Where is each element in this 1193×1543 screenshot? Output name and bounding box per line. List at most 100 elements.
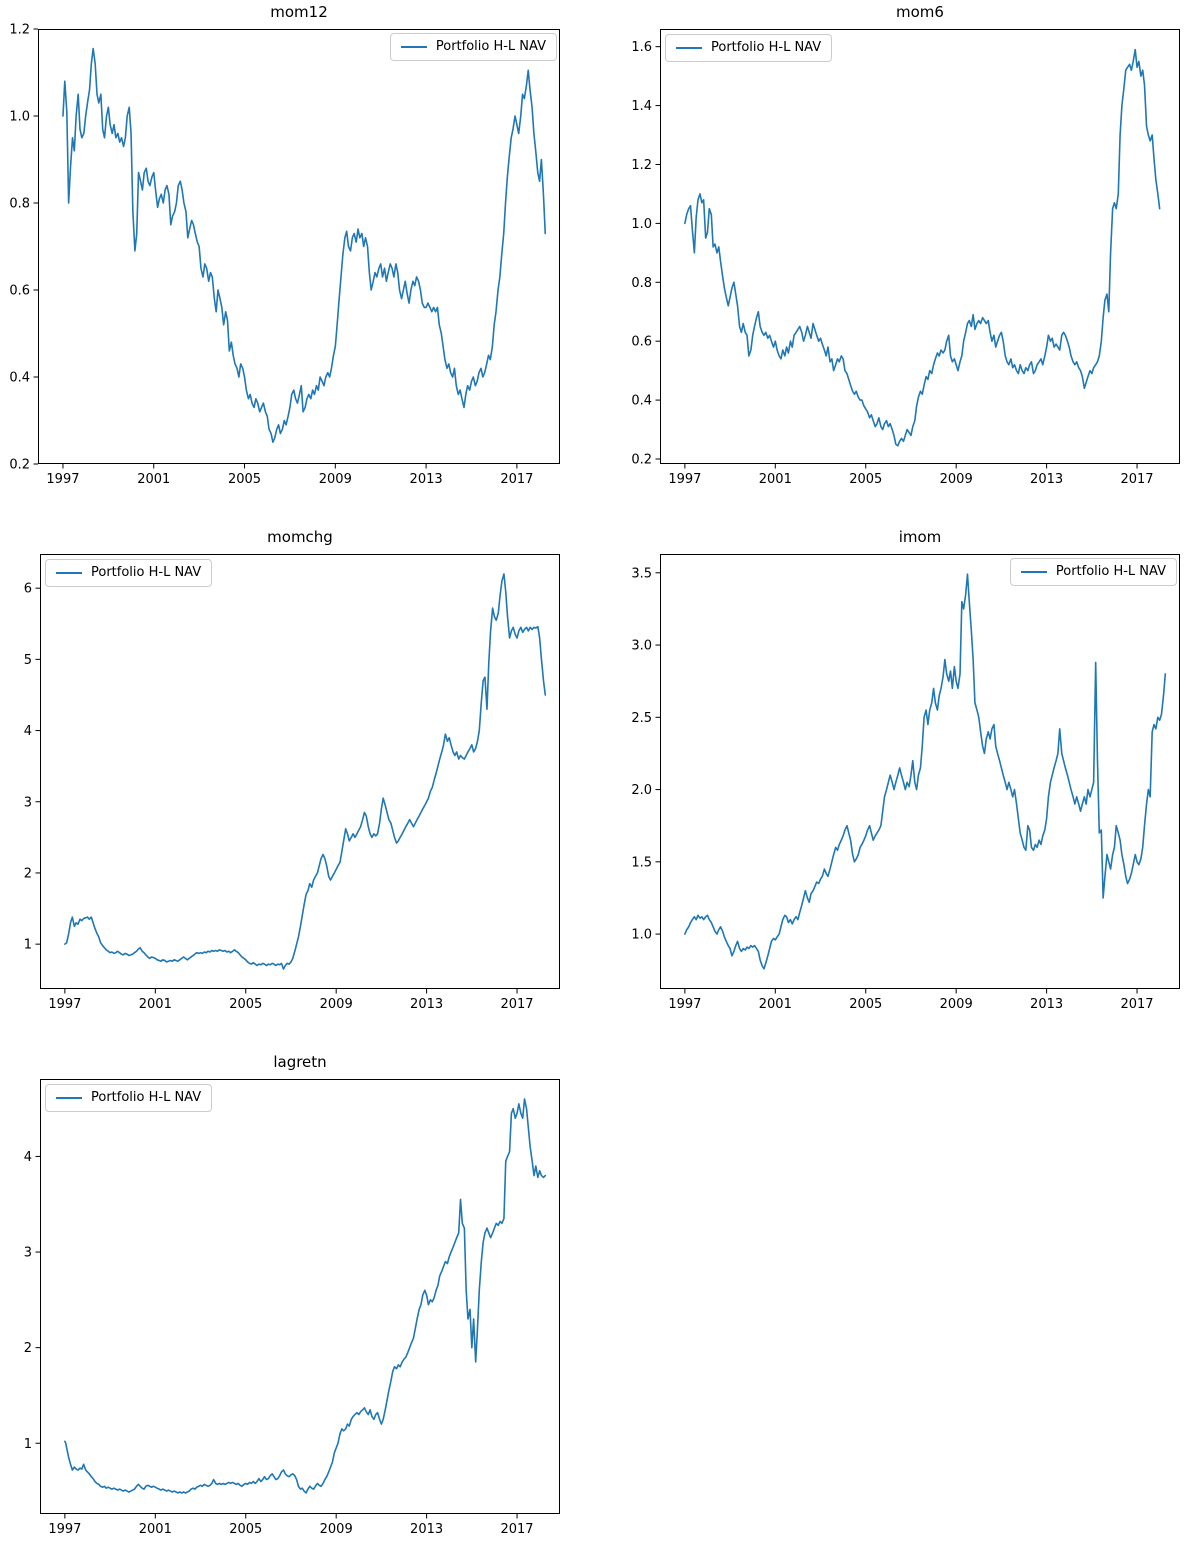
y-tick-label: 0.4 <box>9 371 30 386</box>
x-tick-label: 2013 <box>410 1522 443 1537</box>
legend-line-swatch <box>400 46 427 48</box>
x-tick-label: 2013 <box>1030 472 1063 487</box>
x-tick-label: 2005 <box>849 472 882 487</box>
axes-spines <box>40 1079 560 1514</box>
x-tick-label: 2009 <box>940 997 973 1012</box>
axes-spines <box>40 554 560 989</box>
nav-line <box>684 573 1167 970</box>
y-tick-label: 3 <box>24 795 32 810</box>
y-tick-label: 1.0 <box>9 110 30 125</box>
plot-area: 1997 2001 2005 2009 2013 2017 1.0 1.5 2.0 2.5 3.0 3… <box>631 554 1180 1012</box>
plot-area: 1997 2001 2005 2009 2013 2017 0.2 0.4 0.6 0.8 1.0 1… <box>9 23 560 487</box>
legend-line-swatch <box>56 1097 82 1099</box>
x-tick-label: 2017 <box>1120 472 1153 487</box>
nav-line <box>684 48 1161 447</box>
y-tick-label: 0.2 <box>631 452 652 467</box>
y-tick-label: 1.5 <box>631 855 652 870</box>
y-tick-label: 3 <box>24 1246 32 1261</box>
x-tick-label: 2001 <box>139 1522 172 1537</box>
y-tick-label: 0.6 <box>631 335 652 350</box>
x-tick-label: 2013 <box>410 997 443 1012</box>
legend-label: Portfolio H-L NAV <box>91 565 202 580</box>
y-tick-label: 1.2 <box>9 23 30 38</box>
x-tick-label: 2013 <box>1030 997 1063 1012</box>
x-tick-label: 2005 <box>229 997 262 1012</box>
chart-imom: imom 1997 2001 2005 2009 2013 2017 1.0 1.5 2.0 2.… <box>631 528 1180 1012</box>
y-tick-label: 1.0 <box>631 928 652 943</box>
y-tick-label: 6 <box>24 582 32 597</box>
legend: Portfolio H-L NAV <box>45 1084 213 1112</box>
chart-title: momchg <box>267 528 333 546</box>
x-tick-label: 2017 <box>500 472 533 487</box>
y-tick-label: 0.8 <box>9 197 30 212</box>
x-tick-label: 2009 <box>320 1522 353 1537</box>
y-tick-label: 5 <box>24 653 32 668</box>
plot-area: 1997 2001 2005 2009 2013 2017 1 2 3 4 <box>24 1079 560 1537</box>
y-tick-label: 1.2 <box>631 158 652 173</box>
legend: Portfolio H-L NAV <box>389 33 557 61</box>
x-tick-label: 1997 <box>48 997 81 1012</box>
x-tick-label: 2009 <box>320 997 353 1012</box>
legend-label: Portfolio H-L NAV <box>711 40 822 55</box>
x-tick-label: 2009 <box>319 472 352 487</box>
y-tick-label: 2.0 <box>631 783 652 798</box>
y-tick-label: 4 <box>24 1150 32 1165</box>
y-tick-label: 1 <box>24 938 32 953</box>
x-tick-label: 1997 <box>668 472 701 487</box>
legend: Portfolio H-L NAV <box>45 559 213 587</box>
y-tick-label: 4 <box>24 724 32 739</box>
nav-line <box>64 573 547 970</box>
y-tick-label: 1.6 <box>631 40 652 55</box>
nav-line <box>64 1098 547 1494</box>
y-tick-label: 1.4 <box>631 99 652 114</box>
x-tick-label: 2005 <box>849 997 882 1012</box>
y-tick-label: 2.5 <box>631 711 652 726</box>
x-tick-label: 1997 <box>46 472 79 487</box>
y-tick-label: 0.8 <box>631 276 652 291</box>
y-tick-label: 0.2 <box>9 458 30 473</box>
x-tick-label: 1997 <box>668 997 701 1012</box>
plot-area: 1997 2001 2005 2009 2013 2017 1 2 3 4 5 6 <box>24 554 560 1012</box>
x-tick-label: 1997 <box>48 1522 81 1537</box>
y-tick-label: 3.0 <box>631 639 652 654</box>
y-tick-label: 3.5 <box>631 566 652 581</box>
y-tick-label: 0.6 <box>9 284 30 299</box>
x-tick-label: 2001 <box>139 997 172 1012</box>
chart-mom12: mom12 1997 2001 2005 2009 2013 2017 0.2 0.4 0.6 0… <box>9 3 560 487</box>
axes-spines <box>660 554 1180 989</box>
plot-area: 1997 2001 2005 2009 2013 2017 0.2 0.4 0.6 0.8 1.0 1… <box>631 29 1180 487</box>
x-tick-label: 2001 <box>759 997 792 1012</box>
legend-line-swatch <box>676 47 702 49</box>
chart-title: imom <box>898 528 942 546</box>
x-tick-label: 2001 <box>759 472 792 487</box>
x-tick-label: 2017 <box>500 1522 533 1537</box>
chart-title: mom12 <box>270 3 328 21</box>
chart-title: mom6 <box>896 3 944 21</box>
axes-spines <box>660 29 1180 464</box>
chart-momchg: momchg 1997 2001 2005 2009 2013 2017 1 2 3 4 5 6 Po… <box>24 528 560 1012</box>
y-tick-label: 0.4 <box>631 394 652 409</box>
y-tick-label: 2 <box>24 1341 32 1356</box>
legend-label: Portfolio H-L NAV <box>91 1090 202 1105</box>
x-tick-label: 2005 <box>229 1522 262 1537</box>
chart-mom6: mom6 1997 2001 2005 2009 2013 2017 0.2 0.4 0.6 0.… <box>631 3 1180 487</box>
y-tick-label: 1 <box>24 1437 32 1452</box>
legend: Portfolio H-L NAV <box>665 34 833 62</box>
x-tick-label: 2013 <box>410 472 443 487</box>
x-tick-label: 2017 <box>500 997 533 1012</box>
chart-title: lagretn <box>273 1053 327 1071</box>
chart-lagretn: lagretn 1997 2001 2005 2009 2013 2017 1 2 3 4 Por… <box>24 1053 560 1537</box>
legend: Portfolio H-L NAV <box>1009 558 1177 586</box>
legend-line-swatch <box>56 572 82 574</box>
x-tick-label: 2017 <box>1120 997 1153 1012</box>
x-tick-label: 2001 <box>137 472 170 487</box>
y-tick-label: 1.0 <box>631 217 652 232</box>
nav-line <box>62 47 547 444</box>
x-tick-label: 2009 <box>940 472 973 487</box>
axes-spines <box>38 29 560 464</box>
legend-label: Portfolio H-L NAV <box>1055 564 1166 579</box>
legend-line-swatch <box>1020 571 1047 573</box>
y-tick-label: 2 <box>24 866 32 881</box>
legend-label: Portfolio H-L NAV <box>435 39 546 54</box>
